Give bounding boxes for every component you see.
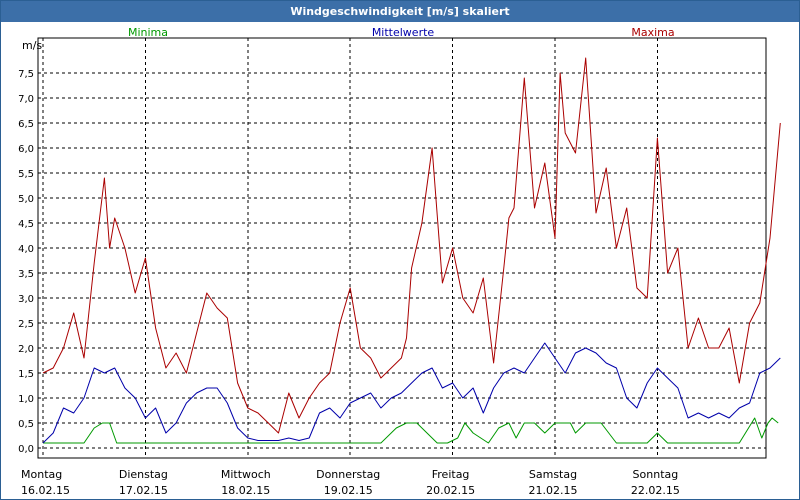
y-tick-label: 3,0 [18,294,34,305]
x-tick-date-label: 18.02.15 [221,484,270,497]
x-tick-date-label: 20.02.15 [426,484,475,497]
y-tick-label: 1,5 [18,369,34,380]
y-tick-label: 7,5 [18,69,34,80]
legend-mittelwerte: Mittelwerte [372,26,435,39]
x-tick-date-label: 21.02.15 [529,484,578,497]
x-tick-day-label: Donnerstag [316,468,380,481]
x-tick-date-label: 17.02.15 [119,484,168,497]
x-tick-day-label: Mittwoch [221,468,271,481]
y-tick-label: 5,5 [18,169,34,180]
y-axis-label: m/s [22,39,42,52]
wind-speed-chart: 0,0 0,5 1,0 1,5 2,0 2,5 3,0 3,5 4,0 4,5 5,0 5,5 6,0 6… [18,26,781,497]
y-tick-label: 4,5 [18,219,34,230]
y-tick-label: 4,0 [18,244,34,255]
y-tick-label: 0,0 [18,444,34,455]
y-tick-label: 2,0 [18,344,34,355]
y-tick-label: 5,0 [18,194,34,205]
y-tick-label: 1,0 [18,394,34,405]
y-tick-label: 0,5 [18,419,34,430]
y-tick-label: 2,5 [18,319,34,330]
x-axis-ticks: Montag 16.02.15 Dienstag 17.02.15 Mittwoch 18… [21,468,680,497]
x-tick-day-label: Dienstag [119,468,168,481]
x-tick-date-label: 19.02.15 [324,484,373,497]
grid [38,38,766,458]
y-tick-label: 3,5 [18,269,34,280]
legend-maxima: Maxima [631,26,674,39]
x-tick-day-label: Sonntag [633,468,679,481]
x-tick-date-label: 16.02.15 [21,484,70,497]
y-tick-label: 6,5 [18,119,34,130]
x-tick-day-label: Freitag [432,468,470,481]
x-tick-day-label: Samstag [529,468,577,481]
y-tick-label: 6,0 [18,144,34,155]
y-tick-label: 7,0 [18,94,34,105]
x-tick-day-label: Montag [21,468,62,481]
legend-minima: Minima [128,26,168,39]
chart-title: Windgeschwindigkeit [m/s] skaliert [1,1,799,22]
y-axis-ticks: 0,0 0,5 1,0 1,5 2,0 2,5 3,0 3,5 4,0 4,5 5,0 5,5 6,0 6… [18,69,34,455]
series-line-mittelwerte [42,342,781,444]
series-line-maxima [42,57,781,434]
series-lines [42,57,781,444]
series-line-minima [43,417,779,444]
x-tick-date-label: 22.02.15 [631,484,680,497]
